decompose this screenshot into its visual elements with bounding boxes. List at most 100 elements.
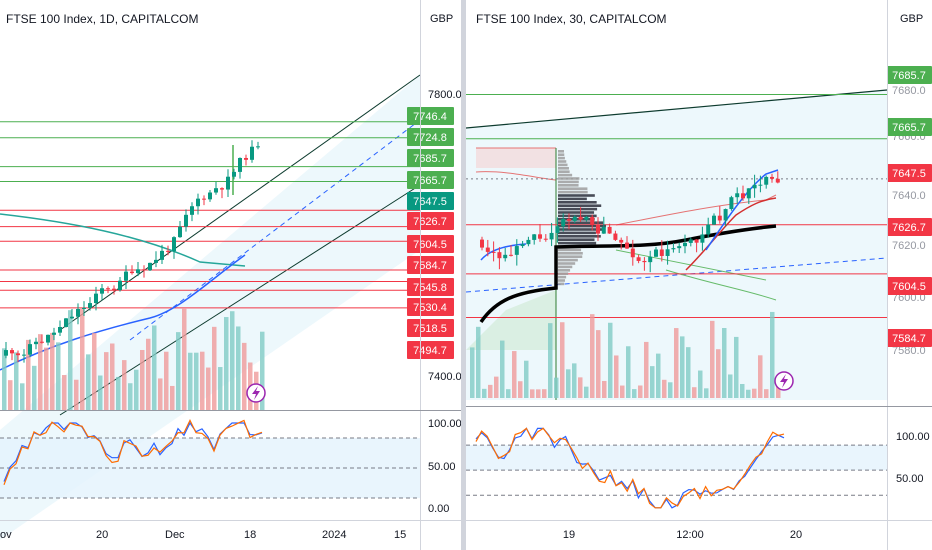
candle-body xyxy=(76,309,80,317)
volume-bar xyxy=(152,325,157,410)
volume-bar xyxy=(206,367,211,410)
right-chart-title: FTSE 100 Index, 30, CAPITALCOM xyxy=(476,12,667,26)
volume-profile-bar xyxy=(558,265,573,269)
volume-bar xyxy=(578,377,583,398)
price-label-bg xyxy=(407,128,454,146)
band-line xyxy=(665,269,777,301)
volume-profile-bar xyxy=(558,194,595,197)
volume-profile-bar xyxy=(558,211,595,214)
volume-bar xyxy=(770,311,775,398)
volume-profile-bar xyxy=(558,275,567,279)
volume-bar xyxy=(14,352,19,410)
candle-body xyxy=(100,288,104,294)
candle-body xyxy=(28,344,32,355)
volume-bar xyxy=(740,383,745,398)
volume-bar xyxy=(614,355,619,398)
volume-bar xyxy=(50,332,55,410)
volume-bar xyxy=(164,351,169,410)
candle-body xyxy=(480,239,484,248)
left-chart-panel[interactable]: FTSE 100 Index, 1D, CAPITALCOM GBP 7800.… xyxy=(0,0,461,550)
volume-bar xyxy=(230,311,235,410)
volume-bar xyxy=(38,334,43,410)
volume-bar xyxy=(236,326,241,410)
candle-body xyxy=(190,206,194,215)
candle-body xyxy=(712,215,716,225)
volume-bar xyxy=(86,354,91,410)
oscillator-tick-label: 50.00 xyxy=(896,473,924,485)
candle-body xyxy=(485,247,490,252)
candle-body xyxy=(106,288,110,290)
candle-body xyxy=(136,269,140,274)
candle-body xyxy=(700,234,705,243)
candle-body xyxy=(16,353,20,356)
volume-bar xyxy=(608,322,613,398)
candle-body xyxy=(648,256,653,263)
volume-profile-bar xyxy=(558,241,597,245)
volume-bar xyxy=(20,383,25,410)
volume-bar xyxy=(116,376,121,410)
volume-bar xyxy=(680,336,685,398)
volume-profile-bar xyxy=(558,207,598,211)
volume-profile-bar xyxy=(558,180,579,184)
volume-profile-bar xyxy=(558,228,604,231)
candle-body xyxy=(764,176,769,185)
candle-body xyxy=(590,217,595,225)
left-currency-label[interactable]: GBP xyxy=(430,13,454,25)
volume-profile-bar xyxy=(558,187,588,190)
candle-body xyxy=(509,254,513,256)
right-chart-panel[interactable]: FTSE 100 Index, 30, CAPITALCOM GBP 7680.… xyxy=(466,0,932,550)
price-label: 7626.7 xyxy=(413,216,447,228)
price-label: 7746.4 xyxy=(413,111,447,123)
volume-bar xyxy=(704,388,709,398)
volume-bar xyxy=(260,331,265,410)
price-label: 7518.5 xyxy=(413,323,447,335)
channel-mid-line xyxy=(129,119,421,341)
right-pane-separator[interactable] xyxy=(466,406,932,407)
volume-profile-bar xyxy=(558,190,588,194)
volume-bar xyxy=(170,385,175,410)
volume-bar xyxy=(44,347,49,410)
candle-body xyxy=(746,188,751,199)
volume-bar xyxy=(200,351,205,410)
volume-bar xyxy=(158,378,163,410)
volume-bar xyxy=(146,338,151,410)
volume-bar xyxy=(68,310,73,410)
price-label: 7545.8 xyxy=(413,282,447,294)
price-label-bg xyxy=(887,118,932,136)
volume-bar xyxy=(32,365,37,410)
volume-bar xyxy=(710,320,715,398)
flash-icon-bolt xyxy=(780,374,788,388)
oscillator-tick-label: 0.00 xyxy=(428,503,449,515)
price-label-bg xyxy=(407,235,454,253)
band-line xyxy=(615,194,777,226)
candle-body xyxy=(671,248,676,250)
price-label: 7530.4 xyxy=(413,302,447,314)
volume-profile-bar xyxy=(558,201,597,204)
right-currency-label[interactable]: GBP xyxy=(900,13,924,25)
candle-body xyxy=(70,316,74,319)
left-chart-canvas[interactable]: 7800.0 7400.0 7746.4 7724.8 7685.7 7665.7 7647… xyxy=(0,0,461,550)
candle-body xyxy=(561,219,566,227)
price-label: 7665.7 xyxy=(892,122,926,134)
candle-body xyxy=(758,184,763,186)
volume-bar xyxy=(134,369,139,410)
candle-body xyxy=(52,332,56,335)
oscillator-band xyxy=(466,445,887,471)
candle-body xyxy=(601,226,606,234)
band-line xyxy=(475,171,557,181)
band-fill-upper xyxy=(476,148,556,168)
price-label-bg xyxy=(407,256,454,274)
volume-bar xyxy=(488,384,493,398)
price-label: 7626.7 xyxy=(892,222,926,234)
volume-bar xyxy=(104,352,109,410)
right-chart-canvas[interactable]: 7680.07660.07640.07620.07600.07580.07685… xyxy=(466,0,932,550)
left-pane-separator[interactable] xyxy=(0,410,461,411)
candle-body xyxy=(543,238,548,240)
price-label: 7647.5 xyxy=(413,196,447,208)
candle-body xyxy=(741,193,745,199)
volume-bar xyxy=(140,349,145,410)
price-label-bg xyxy=(407,149,454,167)
candle-body xyxy=(160,250,164,260)
volume-bar xyxy=(176,332,181,410)
moving-average-teal xyxy=(0,213,246,267)
